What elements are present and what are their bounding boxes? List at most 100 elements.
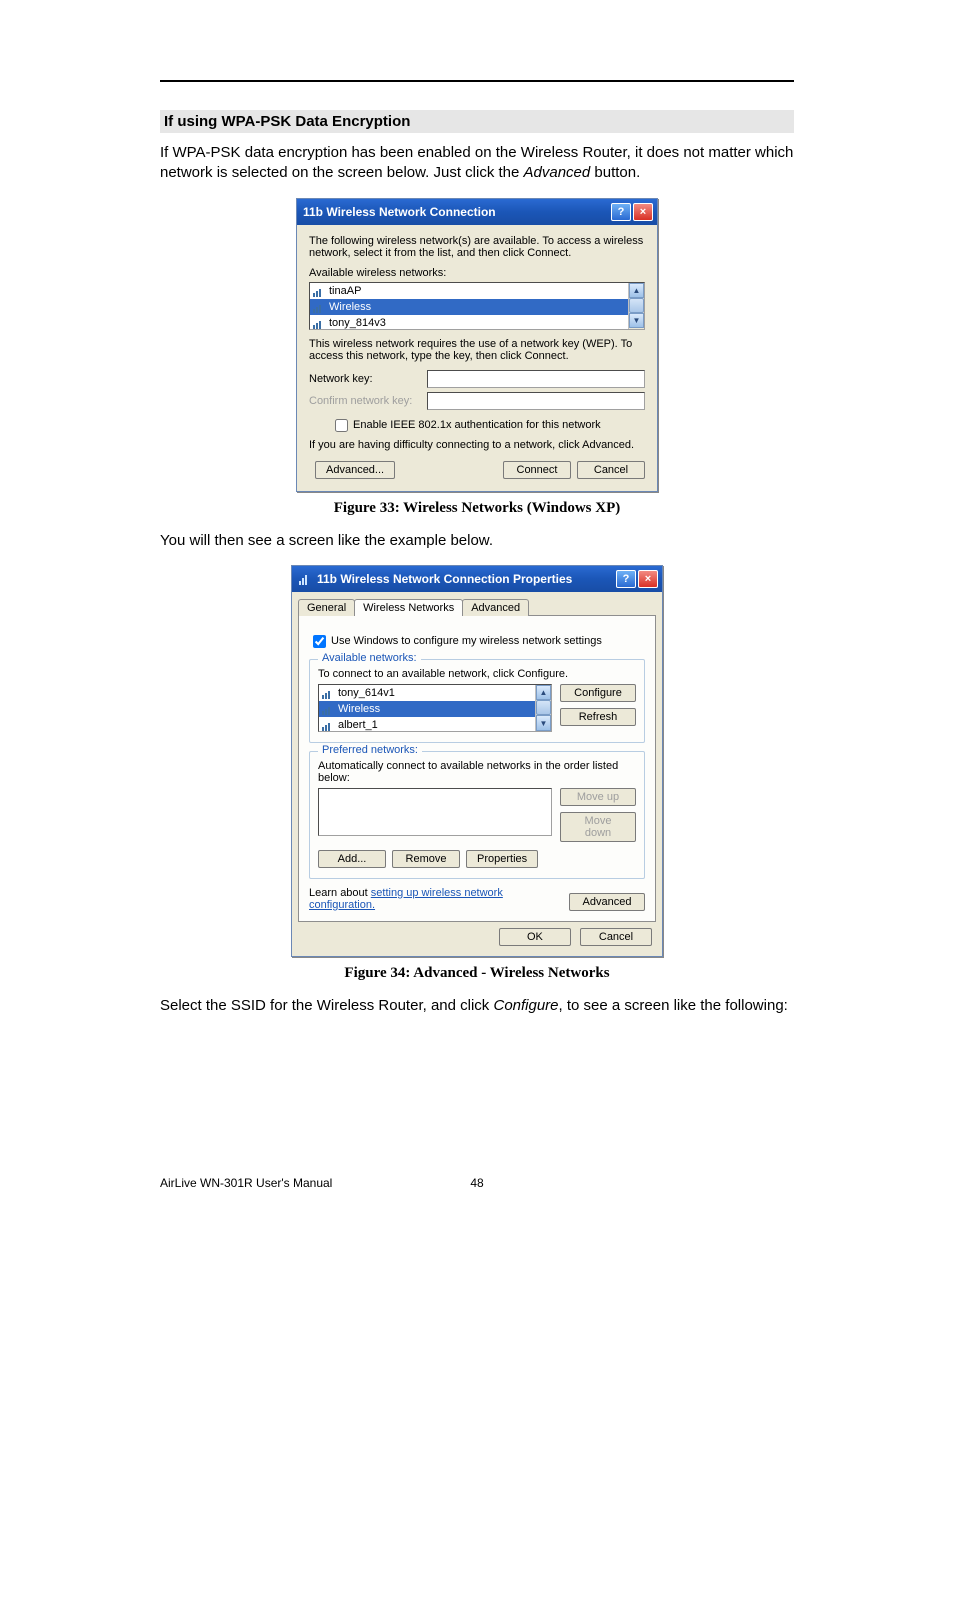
checkbox-input[interactable] <box>335 419 348 432</box>
dialog-connection-properties: 11b Wireless Network Connection Properti… <box>291 565 663 957</box>
available-networks-list[interactable]: tony_614v1 Wireless albert_1 ▲ ▼ <box>318 684 552 732</box>
dialog1-title: 11b Wireless Network Connection <box>303 205 609 219</box>
enable-8021x-label: Enable IEEE 802.1x authentication for th… <box>353 419 601 431</box>
difficulty-text: If you are having difficulty connecting … <box>309 439 645 451</box>
list-item-label: Wireless <box>338 703 380 715</box>
configure-button[interactable]: Configure <box>560 684 636 702</box>
footer-page-number: 48 <box>447 1176 507 1190</box>
wireless-icon <box>298 572 312 586</box>
dialog2-title: 11b Wireless Network Connection Properti… <box>317 572 614 586</box>
list-item[interactable]: tony_814v3 <box>310 315 644 331</box>
confirm-key-label: Confirm network key: <box>309 395 427 407</box>
list-item[interactable]: tinaAP <box>310 283 644 299</box>
p1-text-b: Advanced <box>524 164 591 181</box>
help-icon[interactable]: ? <box>616 570 636 588</box>
scroll-thumb[interactable] <box>629 298 644 313</box>
p3-text-a: Select the SSID for the Wireless Router,… <box>160 997 493 1014</box>
signal-icon <box>313 301 325 313</box>
movedown-button: Move down <box>560 812 636 842</box>
figure-33: 11b Wireless Network Connection ? × The … <box>160 198 794 492</box>
scroll-up-icon[interactable]: ▲ <box>629 283 644 298</box>
p3-text-c: , to see a screen like the following: <box>559 997 788 1014</box>
list-item-label: Wireless <box>329 301 371 313</box>
confirm-key-input <box>427 392 645 410</box>
network-key-input[interactable] <box>427 370 645 388</box>
scroll-thumb[interactable] <box>536 700 551 715</box>
dialog1-intro: The following wireless network(s) are av… <box>309 235 645 259</box>
learn-text-a: Learn about <box>309 887 371 899</box>
p3-text-b: Configure <box>493 997 558 1014</box>
ok-button[interactable]: OK <box>499 928 571 946</box>
scrollbar[interactable]: ▲ ▼ <box>628 283 644 329</box>
list-item-label: albert_1 <box>338 719 378 731</box>
list-item-label: tony_814v3 <box>329 317 386 329</box>
refresh-button[interactable]: Refresh <box>560 708 636 726</box>
dialog1-titlebar: 11b Wireless Network Connection ? × <box>297 199 657 225</box>
use-windows-check[interactable]: Use Windows to configure my wireless net… <box>309 632 645 651</box>
preferred-group-title: Preferred networks: <box>318 744 422 756</box>
dialog-wireless-connection: 11b Wireless Network Connection ? × The … <box>296 198 658 492</box>
confirm-key-row: Confirm network key: <box>309 392 645 410</box>
figure-34-caption: Figure 34: Advanced - Wireless Networks <box>160 965 794 982</box>
list-item[interactable]: Wireless <box>310 299 644 315</box>
help-icon[interactable]: ? <box>611 203 631 221</box>
close-icon[interactable]: × <box>638 570 658 588</box>
use-windows-label: Use Windows to configure my wireless net… <box>331 635 602 647</box>
available-group-text: To connect to an available network, clic… <box>318 668 636 680</box>
tab-panel: Use Windows to configure my wireless net… <box>298 615 656 922</box>
p1-text-c: button. <box>590 164 640 181</box>
close-icon[interactable]: × <box>633 203 653 221</box>
signal-icon <box>322 687 334 699</box>
p1-text-a: If WPA-PSK data encryption has been enab… <box>160 144 793 181</box>
learn-about-text: Learn about setting up wireless network … <box>309 887 561 911</box>
list-item[interactable]: albert_1 <box>319 717 551 733</box>
connect-button[interactable]: Connect <box>503 461 571 479</box>
figure-33-caption: Figure 33: Wireless Networks (Windows XP… <box>160 500 794 517</box>
preferred-networks-group: Preferred networks: Automatically connec… <box>309 751 645 879</box>
preferred-group-text: Automatically connect to available netwo… <box>318 760 636 784</box>
cancel-button[interactable]: Cancel <box>577 461 645 479</box>
paragraph-1: If WPA-PSK data encryption has been enab… <box>160 143 794 184</box>
tab-bar: General Wireless Networks Advanced <box>298 598 662 615</box>
available-networks-list[interactable]: tinaAP Wireless tony_814v3 ▲ ▼ <box>309 282 645 330</box>
list-item-label: tinaAP <box>329 285 361 297</box>
scroll-up-icon[interactable]: ▲ <box>536 685 551 700</box>
checkbox-input[interactable] <box>313 635 326 648</box>
list-item-label: tony_614v1 <box>338 687 395 699</box>
preferred-networks-list[interactable] <box>318 788 552 836</box>
signal-icon <box>313 317 325 329</box>
advanced-button[interactable]: Advanced <box>569 893 645 911</box>
list-item[interactable]: tony_614v1 <box>319 685 551 701</box>
network-key-label: Network key: <box>309 373 427 385</box>
scroll-down-icon[interactable]: ▼ <box>536 715 551 730</box>
tab-general[interactable]: General <box>298 599 355 616</box>
add-button[interactable]: Add... <box>318 850 386 868</box>
page-footer: AirLive WN-301R User's Manual 48 <box>160 1176 794 1190</box>
signal-icon <box>313 285 325 297</box>
paragraph-3: Select the SSID for the Wireless Router,… <box>160 996 794 1016</box>
paragraph-2: You will then see a screen like the exam… <box>160 531 794 551</box>
signal-icon <box>322 703 334 715</box>
scrollbar[interactable]: ▲ ▼ <box>535 685 551 731</box>
tab-wireless-networks[interactable]: Wireless Networks <box>354 599 463 616</box>
signal-icon <box>322 719 334 731</box>
advanced-button[interactable]: Advanced... <box>315 461 395 479</box>
enable-8021x-check[interactable]: Enable IEEE 802.1x authentication for th… <box>331 416 645 435</box>
network-key-row: Network key: <box>309 370 645 388</box>
moveup-button: Move up <box>560 788 636 806</box>
dialog2-titlebar: 11b Wireless Network Connection Properti… <box>292 566 662 592</box>
section-heading: If using WPA-PSK Data Encryption <box>160 110 794 133</box>
scroll-down-icon[interactable]: ▼ <box>629 313 644 328</box>
figure-34: 11b Wireless Network Connection Properti… <box>160 565 794 957</box>
page-top-rule <box>160 80 794 82</box>
list-item[interactable]: Wireless <box>319 701 551 717</box>
footer-left: AirLive WN-301R User's Manual <box>160 1176 447 1190</box>
wep-text: This wireless network requires the use o… <box>309 338 645 362</box>
properties-button[interactable]: Properties <box>466 850 538 868</box>
available-networks-label: Available wireless networks: <box>309 267 645 279</box>
cancel-button[interactable]: Cancel <box>580 928 652 946</box>
available-group-title: Available networks: <box>318 652 421 664</box>
available-networks-group: Available networks: To connect to an ava… <box>309 659 645 743</box>
tab-advanced[interactable]: Advanced <box>462 599 529 616</box>
remove-button[interactable]: Remove <box>392 850 460 868</box>
